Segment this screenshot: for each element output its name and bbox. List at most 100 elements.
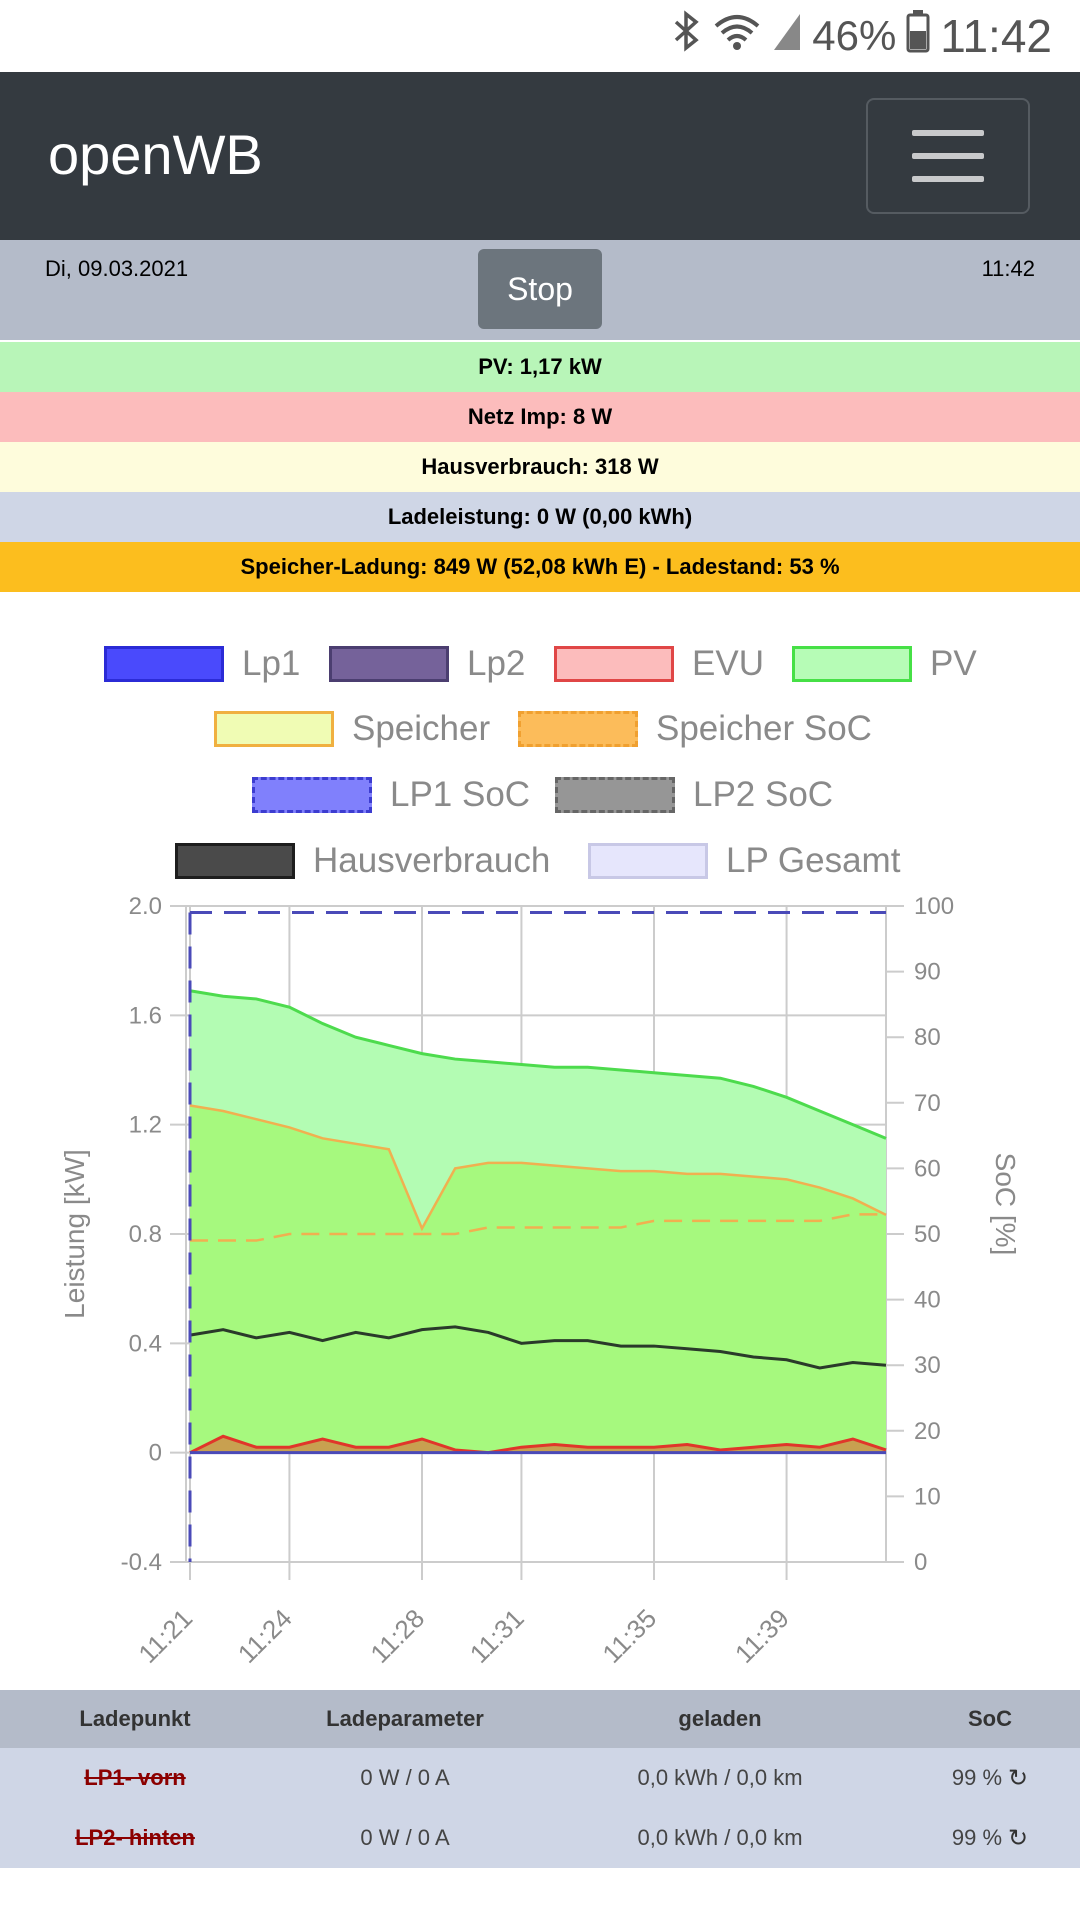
battery-icon [906, 9, 930, 64]
lp1-soc: 99 % [952, 1765, 1002, 1791]
legend-item-lp2-soc[interactable]: LP2 SoC [555, 775, 833, 815]
hamburger-line [912, 176, 984, 182]
legend-label: LP1 SoC [390, 775, 530, 815]
y-tick-label: 0 [149, 1440, 162, 1467]
legend-label: LP Gesamt [726, 841, 900, 881]
soc-cell: 99 % ↻ [900, 1748, 1080, 1808]
stop-button[interactable]: Stop [478, 249, 602, 329]
soc-cell: 99 % ↻ [900, 1808, 1080, 1868]
refresh-icon[interactable]: ↻ [1008, 1764, 1028, 1793]
legend-label: LP2 SoC [693, 775, 833, 815]
y2-tick-label: 60 [914, 1155, 941, 1182]
table-row: LP2- hinten 0 W / 0 A 0,0 kWh / 0,0 km 9… [0, 1808, 1080, 1868]
table-row: LP1- vorn 0 W / 0 A 0,0 kWh / 0,0 km 99 … [0, 1748, 1080, 1808]
y2-tick-label: 30 [914, 1352, 941, 1379]
header-soc: SoC [900, 1690, 1080, 1748]
ladepunkt-table-header: Ladepunkt Ladeparameter geladen SoC [0, 1690, 1080, 1748]
brand-title[interactable]: openWB [48, 122, 263, 187]
y-tick-label: 1.2 [129, 1112, 162, 1139]
legend-swatch [518, 711, 638, 747]
y2-tick-label: 90 [914, 959, 941, 986]
status-clock: 11:42 [940, 9, 1052, 63]
lp2-name[interactable]: LP2- hinten [75, 1825, 195, 1851]
legend-label: PV [930, 644, 977, 684]
x-tick-label: 11:21 [132, 1603, 198, 1669]
legend-item-lp1[interactable]: Lp1 [104, 644, 300, 684]
legend-swatch [329, 646, 449, 682]
status-icons: 46% 11:42 [672, 10, 1052, 62]
hamburger-menu-icon [912, 130, 984, 136]
legend-swatch [555, 777, 675, 813]
y-tick-label: 0.8 [129, 1221, 162, 1248]
y-tick-label: 1.6 [129, 1002, 162, 1029]
legend-item-hausverbrauch[interactable]: Hausverbrauch [175, 841, 550, 881]
legend-swatch [252, 777, 372, 813]
netz-row: Netz Imp: 8 W [0, 392, 1080, 442]
x-tick-label: 11:39 [729, 1603, 795, 1669]
legend-item-lp-gesamt[interactable]: LP Gesamt [588, 841, 900, 881]
legend-swatch [588, 843, 708, 879]
legend-item-pv[interactable]: PV [792, 644, 977, 684]
legend-item-lp2[interactable]: Lp2 [329, 644, 525, 684]
power-chart: 2.01.61.20.80.40-0.410090807060504030201… [0, 880, 1080, 1700]
lp1-geladen: 0,0 kWh / 0,0 km [540, 1748, 900, 1808]
bluetooth-icon [672, 10, 702, 63]
legend-item-speicher-soc[interactable]: Speicher SoC [518, 709, 872, 749]
y-tick-label: 0.4 [129, 1330, 162, 1357]
wifi-icon [712, 10, 762, 63]
date-text: Di, 09.03.2021 [45, 256, 188, 282]
legend-swatch [554, 646, 674, 682]
legend-label: Lp2 [467, 644, 525, 684]
legend-label: Speicher SoC [656, 709, 872, 749]
legend-item-evu[interactable]: EVU [554, 644, 764, 684]
legend-swatch [104, 646, 224, 682]
legend-label: EVU [692, 644, 764, 684]
legend-swatch [175, 843, 295, 879]
y-tick-label: 2.0 [129, 893, 162, 920]
legend-label: Lp1 [242, 644, 300, 684]
lp2-param: 0 W / 0 A [270, 1808, 540, 1868]
legend-swatch [214, 711, 334, 747]
refresh-icon[interactable]: ↻ [1008, 1824, 1028, 1853]
time-text: 11:42 [982, 256, 1035, 282]
speicher-row: Speicher-Ladung: 849 W (52,08 kWh E) - L… [0, 542, 1080, 592]
y-axis-title: Leistung [kW] [59, 1149, 90, 1319]
legend-item-lp1-soc[interactable]: LP1 SoC [252, 775, 530, 815]
lp1-name[interactable]: LP1- vorn [84, 1765, 185, 1791]
y2-tick-label: 50 [914, 1221, 941, 1248]
header-ladeparameter: Ladeparameter [270, 1690, 540, 1748]
hamburger-line [912, 153, 984, 159]
y2-tick-label: 10 [914, 1483, 941, 1510]
y-tick-label: -0.4 [121, 1549, 162, 1576]
y2-tick-label: 80 [914, 1024, 941, 1051]
status-bar: 46% 11:42 [0, 0, 1080, 72]
y2-tick-label: 70 [914, 1090, 941, 1117]
x-tick-label: 11:24 [232, 1603, 298, 1669]
y2-axis-title: SoC [%] [990, 1153, 1021, 1256]
battery-percent: 46% [812, 12, 896, 60]
x-tick-label: 11:35 [596, 1603, 662, 1669]
hausverbrauch-row: Hausverbrauch: 318 W [0, 442, 1080, 492]
y2-tick-label: 40 [914, 1287, 941, 1314]
lp2-soc: 99 % [952, 1825, 1002, 1851]
legend-swatch [792, 646, 912, 682]
legend-label: Hausverbrauch [313, 841, 550, 881]
legend-label: Speicher [352, 709, 490, 749]
y2-tick-label: 100 [914, 893, 954, 920]
pv-row: PV: 1,17 kW [0, 342, 1080, 392]
cell-signal-icon [772, 10, 802, 63]
menu-toggle-button[interactable] [866, 98, 1030, 214]
lp-name-cell: LP1- vorn [0, 1748, 270, 1808]
y2-tick-label: 0 [914, 1549, 927, 1576]
navbar: openWB [0, 72, 1080, 240]
header-ladepunkt: Ladepunkt [0, 1690, 270, 1748]
x-tick-label: 11:28 [364, 1603, 430, 1669]
lp1-param: 0 W / 0 A [270, 1748, 540, 1808]
legend-item-speicher[interactable]: Speicher [214, 709, 490, 749]
x-tick-label: 11:31 [464, 1603, 530, 1669]
lp-name-cell: LP2- hinten [0, 1808, 270, 1868]
header-geladen: geladen [540, 1690, 900, 1748]
y2-tick-label: 20 [914, 1418, 941, 1445]
ladeleistung-row: Ladeleistung: 0 W (0,00 kWh) [0, 492, 1080, 542]
lp2-geladen: 0,0 kWh / 0,0 km [540, 1808, 900, 1868]
